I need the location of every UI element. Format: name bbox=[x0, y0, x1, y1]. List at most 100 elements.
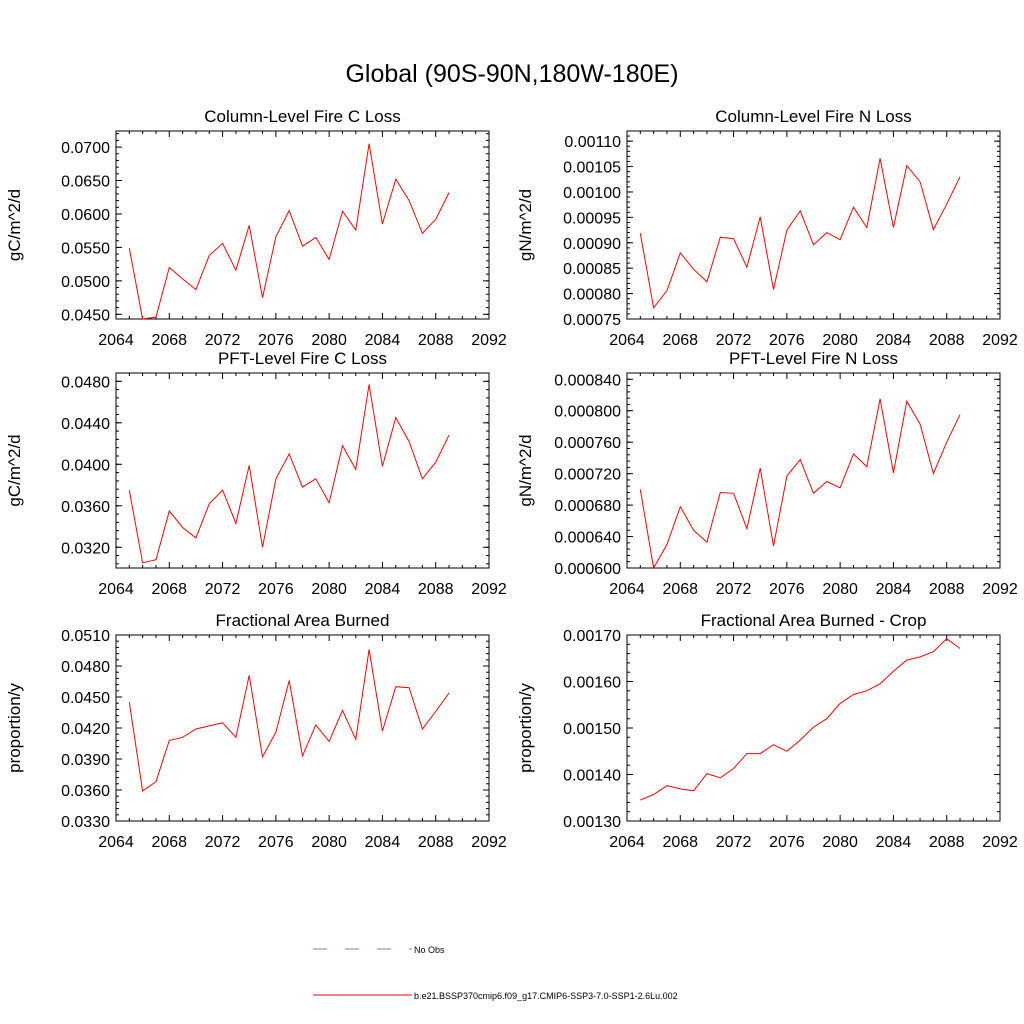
x-tick-label: 2092 bbox=[982, 332, 1018, 349]
x-tick-label: 2088 bbox=[418, 332, 454, 349]
x-tick-label: 2064 bbox=[98, 581, 134, 598]
x-tick-label: 2064 bbox=[98, 332, 134, 349]
x-tick-label: 2068 bbox=[151, 834, 187, 851]
y-tick-label: 0.0360 bbox=[61, 499, 110, 516]
y-tick-label: 0.00160 bbox=[563, 675, 621, 692]
x-tick-label: 2068 bbox=[662, 332, 698, 349]
x-tick-label: 2080 bbox=[822, 834, 858, 851]
panel-title: Column-Level Fire N Loss bbox=[715, 107, 912, 126]
y-axis-label: gN/m^2/d bbox=[516, 434, 535, 506]
series-line bbox=[128, 384, 450, 564]
y-tick-label: 0.0700 bbox=[61, 140, 110, 157]
y-tick-label: 0.0500 bbox=[61, 274, 110, 291]
x-tick-label: 2064 bbox=[609, 332, 645, 349]
x-tick-label: 2076 bbox=[258, 332, 294, 349]
y-tick-label: 0.000760 bbox=[554, 435, 621, 452]
y-tick-label: 0.000680 bbox=[554, 498, 621, 515]
x-tick-label: 2088 bbox=[929, 581, 965, 598]
x-tick-label: 2076 bbox=[258, 581, 294, 598]
series-line bbox=[640, 638, 961, 801]
panel-title: PFT-Level Fire C Loss bbox=[218, 349, 387, 368]
x-tick-label: 2088 bbox=[929, 834, 965, 851]
y-tick-label: 0.00090 bbox=[563, 236, 621, 253]
x-tick-label: 2076 bbox=[769, 834, 805, 851]
y-tick-label: 0.00100 bbox=[563, 185, 621, 202]
panels: 2064 2068 2072 2076 2080 2084 2088 2092 0.0450 0.… bbox=[5, 107, 1018, 851]
panel-title: Fractional Area Burned - Crop bbox=[701, 611, 927, 630]
y-tick-label: 0.0550 bbox=[61, 240, 110, 257]
legend-label-no-obs: No Obs bbox=[414, 945, 445, 955]
x-tick-label: 2080 bbox=[822, 332, 858, 349]
x-tick-label: 2072 bbox=[205, 581, 241, 598]
x-tick-label: 2072 bbox=[716, 332, 752, 349]
y-tick-label: 0.00085 bbox=[563, 261, 621, 278]
y-tick-label: 0.0510 bbox=[61, 628, 110, 645]
plot-frame bbox=[626, 634, 1001, 822]
y-tick-label: 0.0650 bbox=[61, 174, 110, 191]
x-tick-label: 2080 bbox=[311, 332, 347, 349]
y-tick-label: 0.0480 bbox=[61, 659, 110, 676]
x-tick-label: 2088 bbox=[418, 834, 454, 851]
x-tick-label: 2080 bbox=[311, 834, 347, 851]
y-tick-label: 0.00150 bbox=[563, 721, 621, 738]
series-line bbox=[128, 649, 450, 792]
y-tick-label: 0.00095 bbox=[563, 210, 621, 227]
x-tick-label: 2080 bbox=[822, 581, 858, 598]
y-tick-label: 0.0480 bbox=[61, 374, 110, 391]
legend: No Obs b.e21.BSSP370cmip6.f09_g17.CMIP6-… bbox=[313, 945, 678, 1001]
x-tick-label: 2076 bbox=[258, 834, 294, 851]
y-tick-label: 0.00140 bbox=[563, 768, 621, 785]
plot-frame bbox=[115, 372, 490, 569]
x-tick-label: 2072 bbox=[716, 834, 752, 851]
x-tick-label: 2064 bbox=[609, 581, 645, 598]
panel-title: Fractional Area Burned bbox=[216, 611, 390, 630]
x-tick-label: 2068 bbox=[662, 581, 698, 598]
y-tick-label: 0.00110 bbox=[564, 134, 621, 151]
x-tick-label: 2084 bbox=[876, 332, 912, 349]
chart-panel-5: 2064 2068 2072 2076 2080 2084 2088 2092 0.0330 0.… bbox=[5, 611, 507, 851]
plot-frame bbox=[115, 634, 490, 822]
y-tick-label: 0.00080 bbox=[563, 287, 621, 304]
y-tick-label: 0.000720 bbox=[554, 467, 621, 484]
y-tick-label: 0.0420 bbox=[61, 721, 110, 738]
chart-panel-4: 2064 2068 2072 2076 2080 2084 2088 2092 0.000600… bbox=[516, 349, 1018, 598]
x-tick-label: 2092 bbox=[982, 834, 1018, 851]
chart-panel-3: 2064 2068 2072 2076 2080 2084 2088 2092 0.0320 0.… bbox=[5, 349, 507, 598]
y-tick-label: 0.00075 bbox=[563, 312, 621, 329]
y-axis-label: gC/m^2/d bbox=[5, 434, 24, 506]
x-tick-label: 2084 bbox=[365, 332, 401, 349]
x-tick-label: 2080 bbox=[311, 581, 347, 598]
series-line bbox=[639, 398, 961, 570]
y-tick-label: 0.00170 bbox=[563, 628, 621, 645]
y-tick-label: 0.0450 bbox=[61, 690, 110, 707]
x-tick-label: 2092 bbox=[471, 581, 507, 598]
y-tick-label: 0.0360 bbox=[61, 783, 110, 800]
x-tick-label: 2092 bbox=[982, 581, 1018, 598]
x-tick-label: 2072 bbox=[205, 834, 241, 851]
x-tick-label: 2068 bbox=[151, 332, 187, 349]
x-tick-label: 2072 bbox=[716, 581, 752, 598]
x-tick-label: 2076 bbox=[769, 332, 805, 349]
chart-panel-2: 2064 2068 2072 2076 2080 2084 2088 2092 0.00075 0… bbox=[516, 107, 1018, 349]
x-tick-label: 2092 bbox=[471, 332, 507, 349]
x-tick-label: 2088 bbox=[929, 332, 965, 349]
x-tick-label: 2084 bbox=[876, 834, 912, 851]
x-tick-label: 2076 bbox=[769, 581, 805, 598]
x-tick-label: 2092 bbox=[471, 834, 507, 851]
y-tick-label: 0.00130 bbox=[563, 814, 621, 831]
x-tick-label: 2088 bbox=[418, 581, 454, 598]
x-tick-label: 2072 bbox=[205, 332, 241, 349]
y-tick-label: 0.0450 bbox=[61, 307, 110, 324]
plot-frame bbox=[626, 372, 1001, 569]
x-tick-label: 2084 bbox=[365, 834, 401, 851]
y-tick-label: 0.000600 bbox=[554, 561, 621, 578]
y-tick-label: 0.00105 bbox=[563, 160, 621, 177]
x-tick-label: 2084 bbox=[365, 581, 401, 598]
y-axis-label: gC/m^2/d bbox=[5, 189, 24, 261]
chart-panel-1: 2064 2068 2072 2076 2080 2084 2088 2092 0.0450 0.… bbox=[5, 107, 507, 349]
legend-label-model: b.e21.BSSP370cmip6.f09_g17.CMIP6-SSP3-7.… bbox=[414, 991, 678, 1001]
panel-title: Column-Level Fire C Loss bbox=[204, 107, 401, 126]
x-tick-label: 2064 bbox=[609, 834, 645, 851]
y-tick-label: 0.000640 bbox=[554, 530, 621, 547]
